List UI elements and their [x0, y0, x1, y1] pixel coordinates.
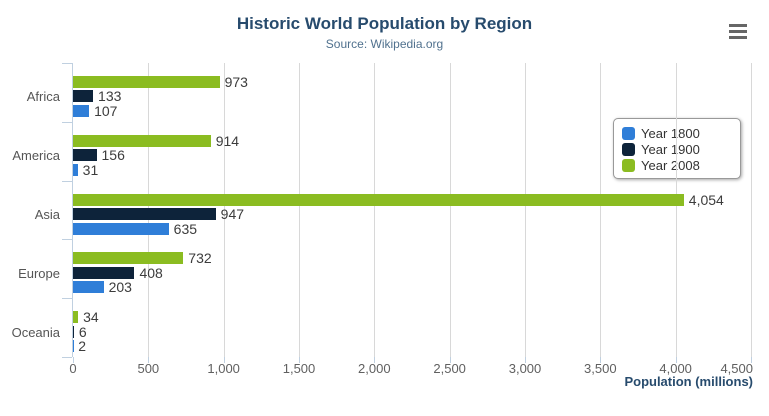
- bar-data-label: 973: [224, 73, 248, 90]
- x-axis-tick: [751, 357, 752, 363]
- category-axis-tick: [62, 298, 72, 300]
- bar[interactable]: [73, 90, 94, 103]
- legend-item[interactable]: Year 2008: [622, 157, 732, 173]
- gridline: [299, 63, 300, 357]
- x-axis-tick-label: 1,500: [282, 361, 316, 376]
- x-axis-title: Population (millions): [624, 374, 753, 389]
- bar-data-label: 2: [78, 338, 87, 355]
- bar-data-label: 133: [98, 88, 122, 105]
- legend-item[interactable]: Year 1800: [622, 125, 732, 141]
- legend-label: Year 1800: [641, 125, 700, 141]
- bar[interactable]: [73, 134, 211, 147]
- gridline: [223, 63, 225, 357]
- bar[interactable]: [73, 163, 78, 176]
- bar[interactable]: [73, 208, 216, 220]
- x-axis-tick-label: 3,000: [508, 361, 542, 376]
- bar-data-label: 156: [101, 147, 125, 164]
- bar[interactable]: [73, 266, 135, 279]
- category-label: Asia: [34, 207, 60, 222]
- gridline: [751, 63, 752, 357]
- category-label: Oceania: [11, 324, 60, 340]
- category-axis-tick: [62, 357, 72, 358]
- x-axis-tick-label: 1,000: [207, 361, 240, 376]
- x-axis-tick: [148, 357, 150, 363]
- bar[interactable]: [73, 311, 79, 324]
- hamburger-bar: [729, 30, 747, 33]
- bar[interactable]: [73, 193, 684, 206]
- legend-label: Year 1900: [641, 141, 700, 157]
- bar[interactable]: [73, 325, 74, 338]
- bar-data-label: 203: [108, 279, 132, 296]
- x-axis-tick-label: 3,500: [584, 361, 617, 376]
- gridline: [525, 63, 526, 357]
- gridline: [675, 63, 677, 357]
- category-axis-tick: [62, 239, 72, 241]
- bar-data-label: 31: [82, 161, 99, 178]
- bar-data-label: 4,054: [688, 191, 724, 208]
- hamburger-bar: [729, 36, 747, 39]
- bar-data-label: 6: [78, 323, 87, 340]
- bar-data-label: 408: [139, 264, 163, 281]
- legend-item[interactable]: Year 1900: [622, 141, 732, 157]
- gridline: [449, 63, 451, 357]
- chart-subtitle: Source: Wikipedia.org: [325, 37, 444, 51]
- x-axis-tick: [449, 357, 451, 363]
- legend-swatch: [622, 158, 635, 172]
- x-axis-tick: [525, 357, 526, 363]
- bar-data-label: 635: [173, 220, 198, 237]
- x-axis-tick-label: 2,000: [358, 361, 391, 376]
- x-axis-tick: [73, 357, 74, 363]
- bar-data-label: 34: [83, 309, 99, 326]
- category-label: Africa: [26, 89, 60, 105]
- chart-title: Historic World Population by Region: [236, 14, 533, 33]
- category-label: America: [12, 148, 60, 164]
- x-axis-tick: [675, 357, 677, 363]
- category-axis-tick: [62, 63, 72, 64]
- legend-swatch: [622, 126, 635, 140]
- category-axis-tick: [62, 121, 72, 123]
- bar[interactable]: [73, 252, 184, 265]
- legend: Year 1800 Year 1900 Year 2008: [613, 118, 741, 179]
- bar[interactable]: [73, 75, 220, 88]
- category-axis-line: [72, 63, 73, 357]
- category-label: Europe: [18, 265, 60, 281]
- x-axis-tick-label: 4,000: [659, 361, 692, 376]
- bar[interactable]: [73, 104, 90, 117]
- legend-label: Year 2008: [641, 157, 700, 173]
- bar-data-label: 947: [220, 206, 245, 222]
- x-axis-tick: [299, 357, 300, 363]
- hamburger-bar: [729, 24, 747, 27]
- bar-data-label: 732: [188, 250, 212, 267]
- legend-swatch: [622, 142, 635, 156]
- x-axis-tick: [600, 357, 602, 363]
- x-axis-tick: [374, 357, 376, 363]
- hamburger-icon[interactable]: [727, 22, 749, 46]
- gridline: [600, 63, 602, 357]
- x-axis-tick-label: 0: [69, 361, 77, 376]
- x-axis-tick-label: 4,500: [720, 361, 753, 376]
- x-axis-tick-label: 500: [137, 361, 160, 376]
- gridline: [374, 63, 376, 357]
- x-axis-tick: [223, 357, 225, 363]
- bar[interactable]: [73, 281, 104, 294]
- x-axis-tick-label: 2,500: [433, 361, 466, 376]
- bar-data-label: 107: [94, 102, 118, 119]
- bar-data-label: 914: [215, 132, 240, 149]
- bar[interactable]: [73, 222, 169, 235]
- category-axis-tick: [62, 180, 72, 182]
- bar[interactable]: [73, 149, 97, 162]
